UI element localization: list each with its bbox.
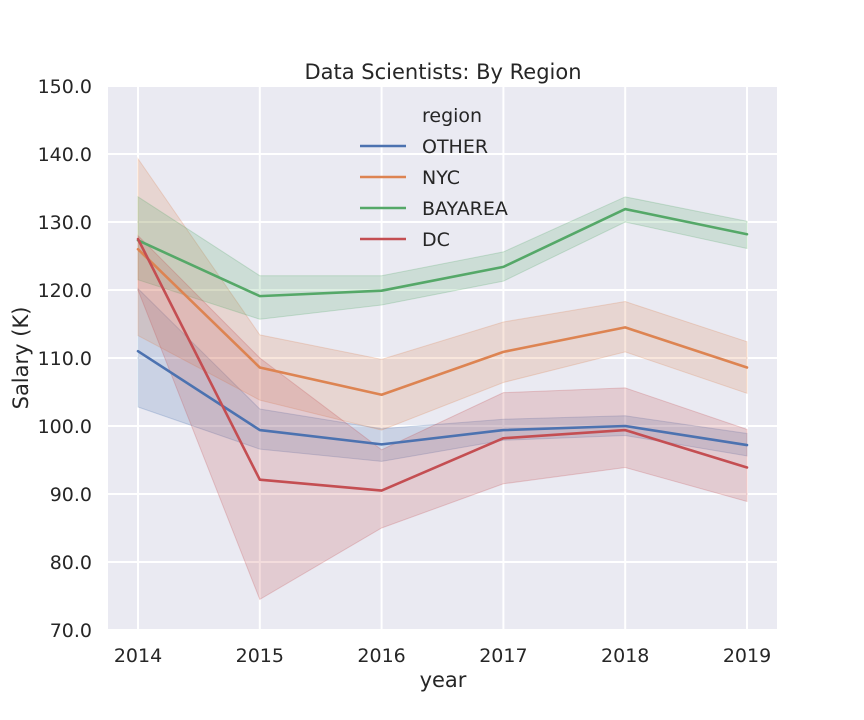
x-tick-label: 2015 — [236, 645, 284, 667]
y-axis-title: Salary (K) — [9, 307, 33, 410]
confidence-bands — [137, 157, 748, 601]
grid — [108, 85, 777, 631]
series-line-other — [136, 349, 749, 447]
confidence-band-dc — [137, 234, 748, 601]
x-axis-ticks: 2014 2015 2016 2017 2018 2019 — [114, 645, 771, 667]
legend-label-bayarea: BAYAREA — [422, 198, 508, 220]
x-tick-label: 2018 — [601, 645, 649, 667]
y-tick-label: 130.0 — [38, 212, 92, 234]
y-tick-label: 120.0 — [38, 280, 92, 302]
legend: region OTHER NYC BAYAREA DC — [360, 105, 508, 251]
y-axis-ticks: 70.0 80.0 90.0 100.0 110.0 120.0 130.0 140.0 150… — [38, 76, 92, 642]
y-tick-label: 80.0 — [50, 552, 92, 574]
series-line-bayarea — [136, 207, 749, 298]
series-line-nyc — [136, 247, 749, 397]
y-tick-label: 70.0 — [50, 620, 92, 642]
y-tick-label: 100.0 — [38, 416, 92, 438]
confidence-band-other — [137, 287, 748, 462]
chart-title: Data Scientists: By Region — [304, 60, 581, 84]
legend-title: region — [422, 105, 482, 127]
x-tick-label: 2019 — [723, 645, 771, 667]
x-axis-title: year — [420, 668, 467, 692]
y-tick-label: 150.0 — [38, 76, 92, 98]
legend-label-nyc: NYC — [422, 167, 460, 189]
y-tick-label: 140.0 — [38, 144, 92, 166]
x-tick-label: 2016 — [357, 645, 405, 667]
y-tick-label: 110.0 — [38, 348, 92, 370]
confidence-band-nyc — [137, 157, 748, 431]
x-tick-label: 2017 — [479, 645, 527, 667]
legend-label-other: OTHER — [422, 136, 488, 158]
confidence-band-bayarea — [137, 195, 748, 320]
y-tick-label: 90.0 — [50, 484, 92, 506]
series-lines — [136, 207, 749, 492]
series-line-dc — [136, 237, 749, 492]
legend-label-dc: DC — [422, 229, 450, 251]
x-tick-label: 2014 — [114, 645, 162, 667]
